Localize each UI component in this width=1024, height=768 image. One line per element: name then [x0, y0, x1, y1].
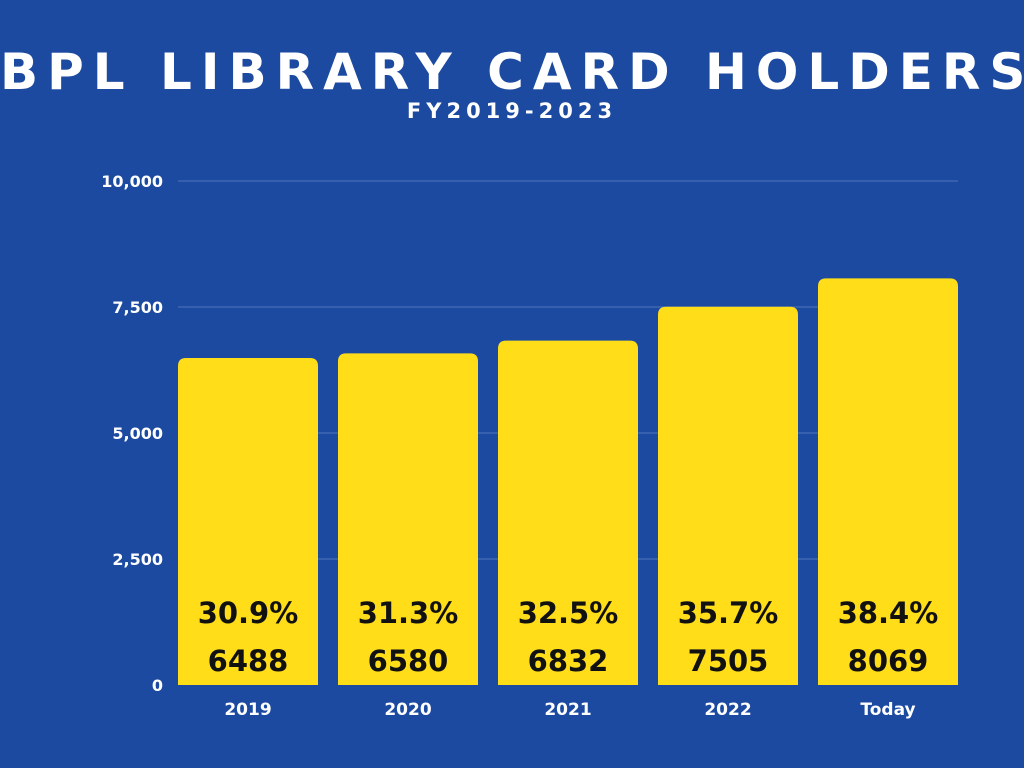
bar-value-label: 6832 — [528, 644, 609, 678]
y-tick-label: 7,500 — [112, 298, 163, 317]
x-tick-label: Today — [860, 700, 915, 720]
x-tick-label: 2019 — [224, 700, 271, 720]
bar-value-label: 7505 — [688, 644, 769, 678]
bar-percent-label: 38.4% — [838, 596, 939, 630]
bar-2021 — [498, 340, 638, 685]
chart-title: BPL LIBRARY CARD HOLDERS — [0, 43, 1024, 101]
bar-percent-label: 32.5% — [518, 596, 619, 630]
bar-value-label: 6580 — [368, 644, 449, 678]
chart-subtitle: FY2019-2023 — [406, 99, 618, 123]
x-tick-label: 2020 — [384, 700, 431, 720]
bar-percent-label: 31.3% — [358, 596, 459, 630]
bar-today — [818, 278, 958, 685]
y-tick-label: 2,500 — [112, 550, 163, 569]
bar-2020 — [338, 353, 478, 685]
x-tick-label: 2021 — [544, 700, 591, 720]
y-tick-label: 0 — [152, 676, 163, 695]
y-tick-label: 10,000 — [101, 172, 163, 191]
bar-value-label: 6488 — [208, 644, 289, 678]
bar-2022 — [658, 306, 798, 685]
bar-percent-label: 30.9% — [198, 596, 299, 630]
bar-percent-label: 35.7% — [678, 596, 779, 630]
bar-2019 — [178, 358, 318, 685]
y-tick-label: 5,000 — [112, 424, 163, 443]
bar-value-label: 8069 — [848, 644, 929, 678]
x-tick-label: 2022 — [704, 700, 751, 720]
